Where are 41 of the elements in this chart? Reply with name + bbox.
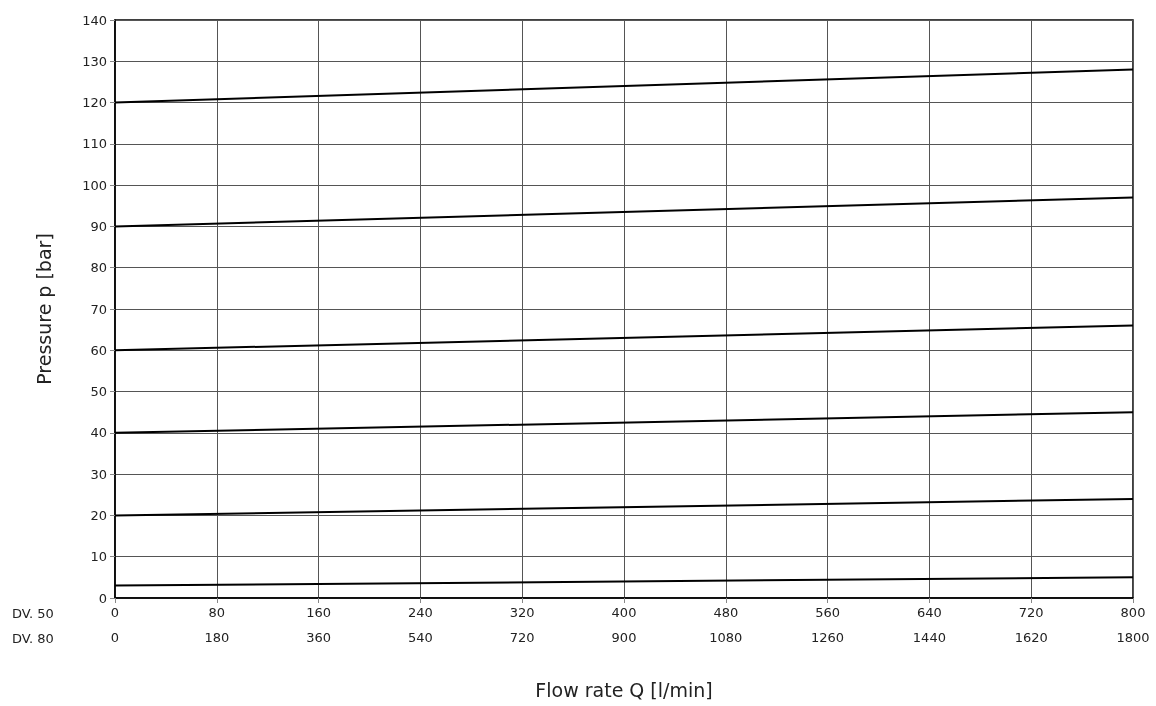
x2-tick-label: 360: [306, 630, 332, 645]
x-tick-label: 80: [208, 605, 226, 620]
x2-tick-label: 900: [611, 630, 637, 645]
x2-tick-label: 1080: [709, 630, 743, 645]
text: DV. 80: [12, 631, 54, 646]
y-tick-label: 110: [82, 136, 107, 152]
x-tick-label: 0: [110, 605, 120, 620]
text: DV. 50: [12, 606, 54, 621]
x2-tick-label: 180: [204, 630, 230, 645]
x2-tick-label: 720: [509, 630, 535, 645]
y-tick-label: 100: [82, 177, 107, 193]
y-tick-label: 80: [90, 260, 107, 276]
x-tick-label: 160: [306, 605, 332, 620]
x2-tick-label: 1260: [811, 630, 845, 645]
x-tick-label: 320: [509, 605, 535, 620]
y-tick-label: 140: [82, 12, 107, 28]
y-tick-label: 20: [90, 507, 107, 523]
y-tick-label: 50: [90, 384, 107, 400]
y-tick-label: 40: [90, 425, 107, 441]
x-tick-label: 400: [611, 605, 637, 620]
y-tick-label: 30: [90, 466, 107, 482]
y-axis-title: Pressure p [bar]: [32, 233, 55, 385]
x2-tick-label: 1620: [1014, 630, 1048, 645]
x2-tick-label: 0: [110, 630, 120, 645]
x-axis-title: Flow rate Q [l/min]: [535, 678, 713, 701]
y-tick-label: 10: [90, 549, 107, 565]
x-tick-label: 480: [713, 605, 739, 620]
x2-tick-label: 1440: [912, 630, 946, 645]
x-tick-label: 640: [916, 605, 942, 620]
y-tick-label: 90: [90, 218, 107, 234]
x-tick-label: 720: [1018, 605, 1044, 620]
x2-tick-label: 1800: [1116, 630, 1150, 645]
y-tick-label: 70: [90, 301, 107, 317]
y-tick-label: 120: [82, 95, 107, 111]
y-tick-label: 130: [82, 53, 107, 69]
x-tick-label: 800: [1120, 605, 1146, 620]
y-tick-label: 0: [98, 590, 107, 606]
x2-tick-label: 540: [407, 630, 433, 645]
x-tick-label: 560: [815, 605, 841, 620]
x-tick-label: 240: [407, 605, 433, 620]
y-tick-label: 60: [90, 342, 107, 358]
